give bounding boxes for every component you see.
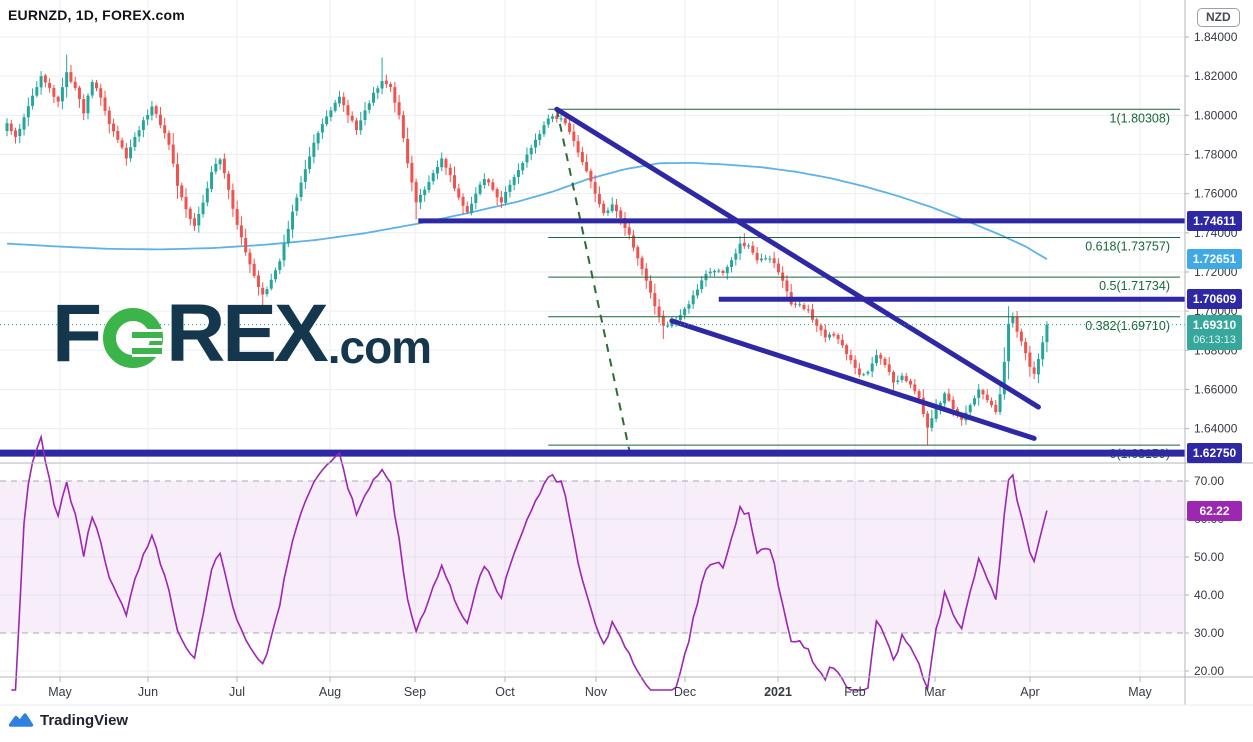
svg-text:1.64000: 1.64000 bbox=[1194, 422, 1238, 436]
svg-text:1.80000: 1.80000 bbox=[1194, 108, 1238, 122]
svg-text:1.66000: 1.66000 bbox=[1194, 382, 1238, 396]
svg-text:Aug: Aug bbox=[319, 685, 341, 699]
ma-line[interactable] bbox=[6, 162, 1048, 260]
currency-badge: NZD bbox=[1197, 8, 1240, 27]
tradingview-mountain-icon bbox=[8, 713, 34, 727]
pane-borders bbox=[0, 0, 1253, 706]
trendlines-layer[interactable] bbox=[554, 106, 1041, 441]
svg-text:20.00: 20.00 bbox=[1194, 664, 1224, 678]
candles-layer bbox=[5, 54, 1049, 446]
svg-text:May: May bbox=[48, 685, 72, 699]
rsi-band bbox=[0, 480, 1185, 634]
fib-retracement[interactable]: 1(1.80308) 0.618(1.73757) 0.5(1.71734) 0.38… bbox=[548, 108, 1180, 461]
dashed-projection-line[interactable] bbox=[555, 109, 631, 451]
bar-close-countdown: 06:13:13 bbox=[1193, 333, 1236, 346]
svg-text:0.618(1.73757): 0.618(1.73757) bbox=[1085, 240, 1170, 254]
tradingview-brand-text: TradingView bbox=[40, 711, 129, 729]
forex-watermark: F REX .com bbox=[52, 288, 432, 379]
tradingview-logo[interactable]: TradingView bbox=[8, 711, 128, 729]
svg-text:0.382(1.69710): 0.382(1.69710) bbox=[1085, 319, 1170, 333]
rsi-value-badge: 62.22 bbox=[1187, 500, 1242, 521]
ma-badge-1-72651: 1.72651 bbox=[1187, 249, 1242, 270]
svg-text:Sep: Sep bbox=[404, 685, 426, 699]
time-axis-labels[interactable]: May Jun Jul Aug Sep Oct Nov Dec 2021 Feb Mar Apr May bbox=[48, 677, 1153, 699]
last-price-badge: 1.69310 06:13:13 bbox=[1187, 314, 1242, 350]
svg-text:1.84000: 1.84000 bbox=[1194, 30, 1238, 44]
svg-text:1.78000: 1.78000 bbox=[1194, 147, 1238, 161]
forex-o-mark-icon bbox=[103, 308, 164, 368]
svg-text:Apr: Apr bbox=[1020, 685, 1039, 699]
level-badge-1-62750: 1.62750 bbox=[1187, 443, 1242, 464]
svg-text:0.5(1.71734): 0.5(1.71734) bbox=[1099, 279, 1170, 293]
svg-text:1.82000: 1.82000 bbox=[1194, 69, 1238, 83]
svg-text:1.76000: 1.76000 bbox=[1194, 187, 1238, 201]
watermark-f: F bbox=[52, 288, 102, 379]
svg-text:70.00: 70.00 bbox=[1194, 474, 1224, 488]
watermark-rex: REX bbox=[166, 288, 329, 379]
level-badge-1-70609: 1.70609 bbox=[1187, 289, 1242, 310]
svg-text:Jun: Jun bbox=[138, 685, 158, 699]
svg-text:Dec: Dec bbox=[674, 685, 696, 699]
level-badge-1-74611: 1.74611 bbox=[1187, 210, 1242, 231]
svg-text:Nov: Nov bbox=[585, 685, 608, 699]
svg-text:30.00: 30.00 bbox=[1194, 626, 1224, 640]
horizontal-levels-layer[interactable] bbox=[0, 218, 1185, 457]
svg-text:Feb: Feb bbox=[844, 685, 866, 699]
svg-text:1(1.80308): 1(1.80308) bbox=[1110, 111, 1170, 125]
watermark-suffix: .com bbox=[327, 321, 432, 373]
svg-text:Mar: Mar bbox=[924, 685, 946, 699]
rsi-line[interactable] bbox=[11, 433, 1048, 692]
svg-text:50.00: 50.00 bbox=[1194, 550, 1224, 564]
svg-text:May: May bbox=[1128, 685, 1152, 699]
svg-text:40.00: 40.00 bbox=[1194, 588, 1224, 602]
price-axis-labels[interactable]: 1.840001.820001.800001.780001.760001.740… bbox=[1185, 30, 1238, 436]
svg-text:Oct: Oct bbox=[495, 685, 515, 699]
symbol-title[interactable]: EURNZD, 1D, FOREX.com bbox=[8, 7, 185, 23]
svg-text:2021: 2021 bbox=[764, 685, 792, 699]
svg-text:Jul: Jul bbox=[229, 685, 245, 699]
